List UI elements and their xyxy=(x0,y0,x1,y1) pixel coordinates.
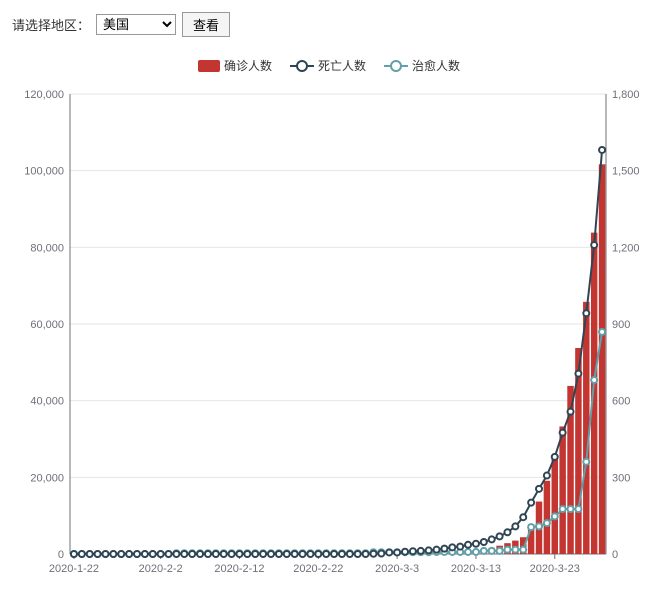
svg-text:40,000: 40,000 xyxy=(30,396,64,408)
region-select[interactable]: 美国 xyxy=(96,14,176,35)
svg-text:20,000: 20,000 xyxy=(30,472,64,484)
legend-deaths[interactable]: 死亡人数 xyxy=(290,57,366,74)
svg-text:600: 600 xyxy=(612,396,630,408)
svg-text:80,000: 80,000 xyxy=(30,242,64,254)
region-label: 请选择地区： xyxy=(12,15,90,34)
svg-text:1,200: 1,200 xyxy=(612,242,640,254)
region-controls: 请选择地区： 美国 查看 xyxy=(12,12,646,37)
svg-text:300: 300 xyxy=(612,472,630,484)
legend-confirmed[interactable]: 确诊人数 xyxy=(198,57,272,74)
svg-text:2020-2-12: 2020-2-12 xyxy=(214,563,264,575)
svg-text:0: 0 xyxy=(58,549,64,561)
covid-chart: 0 20,000 40,000 60,000 80,000 100,000 120,000 0… xyxy=(12,84,646,594)
svg-text:1,800: 1,800 xyxy=(612,89,640,101)
line-marker-icon xyxy=(384,60,408,72)
legend-label: 治愈人数 xyxy=(412,57,460,74)
legend-label: 确诊人数 xyxy=(224,57,272,74)
svg-text:1,500: 1,500 xyxy=(612,166,640,178)
svg-text:100,000: 100,000 xyxy=(24,166,64,178)
svg-text:2020-2-22: 2020-2-22 xyxy=(293,563,343,575)
svg-text:900: 900 xyxy=(612,319,630,331)
svg-text:2020-2-2: 2020-2-2 xyxy=(139,563,183,575)
legend-cured[interactable]: 治愈人数 xyxy=(384,57,460,74)
svg-text:2020-3-13: 2020-3-13 xyxy=(451,563,501,575)
svg-text:120,000: 120,000 xyxy=(24,89,64,101)
svg-text:0: 0 xyxy=(612,549,618,561)
svg-text:2020-3-23: 2020-3-23 xyxy=(530,563,580,575)
legend-label: 死亡人数 xyxy=(318,57,366,74)
svg-text:2020-3-3: 2020-3-3 xyxy=(375,563,419,575)
svg-text:60,000: 60,000 xyxy=(30,319,64,331)
chart-legend: 确诊人数 死亡人数 治愈人数 xyxy=(12,57,646,74)
line-marker-icon xyxy=(290,60,314,72)
view-button[interactable]: 查看 xyxy=(182,12,230,37)
bar-icon xyxy=(198,60,220,72)
svg-text:2020-1-22: 2020-1-22 xyxy=(49,563,99,575)
